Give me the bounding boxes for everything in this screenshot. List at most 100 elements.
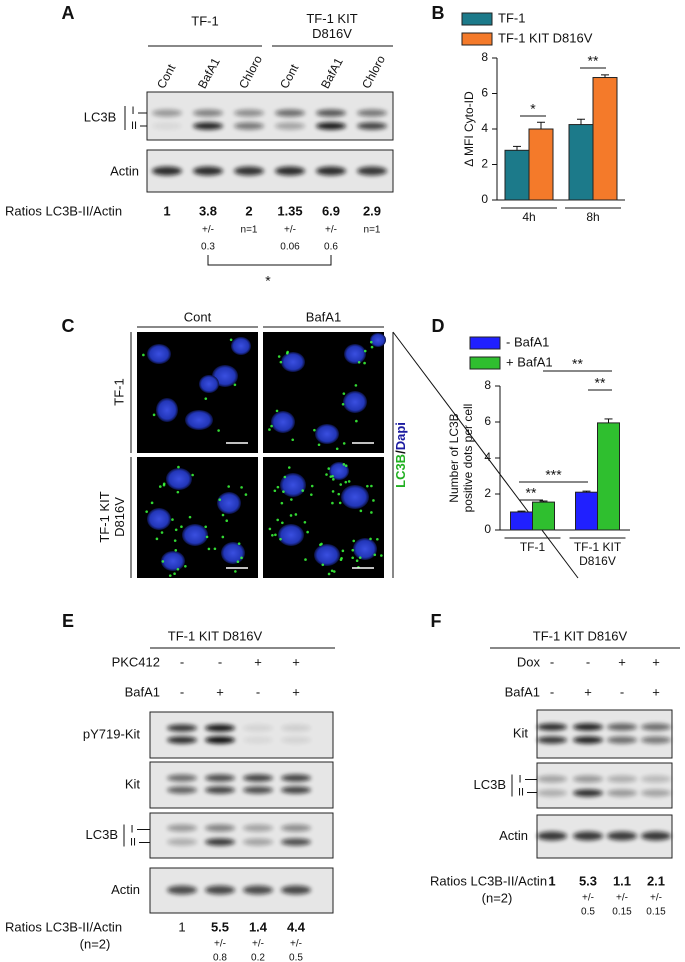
ratio-note: 0.15 bbox=[612, 907, 632, 918]
blot-band bbox=[316, 122, 346, 130]
significance: ** bbox=[572, 356, 583, 372]
significance: *** bbox=[545, 467, 562, 483]
blot-band bbox=[193, 166, 223, 176]
ratio-value: 1 bbox=[548, 873, 555, 888]
blot-band bbox=[243, 724, 273, 732]
lane-label: Chloro bbox=[236, 53, 265, 91]
lc3b-dot bbox=[310, 484, 314, 488]
stain-part: Dapi bbox=[393, 422, 408, 450]
blot-band bbox=[537, 831, 567, 841]
condition-sign: + bbox=[254, 654, 262, 669]
lc3b-dot bbox=[370, 511, 373, 514]
condition-sign: + bbox=[292, 684, 300, 699]
lc3b-dot bbox=[304, 558, 307, 561]
condition-sign: - bbox=[218, 654, 222, 669]
lc3b-dot bbox=[357, 361, 361, 364]
lc3b-dot bbox=[369, 537, 372, 541]
ratio-note: +/- bbox=[582, 893, 594, 904]
lc3b-dot bbox=[268, 527, 272, 531]
lc3b-dot bbox=[355, 559, 359, 563]
blot-label: Actin bbox=[111, 882, 140, 897]
column-label: Cont bbox=[184, 309, 212, 324]
blot-frame bbox=[146, 149, 394, 193]
y-axis-label: Number of LC3B positive dots per cell bbox=[447, 403, 475, 513]
lc3b-dot bbox=[347, 480, 351, 483]
lc3b-dot bbox=[229, 338, 233, 342]
blot-band bbox=[537, 775, 567, 783]
lc3b-dot bbox=[321, 563, 325, 567]
bar bbox=[592, 77, 618, 201]
lane-label: Cont bbox=[154, 61, 179, 91]
nucleus bbox=[217, 492, 241, 514]
blot-band bbox=[316, 166, 346, 176]
condition-sign: - bbox=[180, 684, 184, 699]
lc3b-dot bbox=[355, 419, 358, 423]
nucleus bbox=[343, 391, 367, 413]
lc3b-dot bbox=[287, 466, 291, 469]
lc3b-dot bbox=[218, 498, 222, 502]
blot-band bbox=[167, 774, 197, 782]
blot-band bbox=[641, 736, 671, 744]
lc3b-dot bbox=[341, 402, 345, 406]
lc3b-dot bbox=[351, 548, 355, 552]
lc3b-dot bbox=[340, 556, 343, 560]
lc3b-dot bbox=[306, 530, 309, 534]
lc3b-dot bbox=[237, 542, 241, 545]
lc3b-dot bbox=[372, 499, 375, 502]
lc3b-dot bbox=[160, 531, 164, 534]
blot-band bbox=[243, 736, 273, 744]
ratio-value: 1 bbox=[163, 203, 170, 218]
panel-letter: D bbox=[432, 316, 445, 336]
ratio-value: 1 bbox=[178, 919, 185, 934]
y-tick-label: 4 bbox=[484, 450, 491, 464]
nucleus bbox=[281, 352, 305, 372]
bar bbox=[528, 128, 554, 201]
lane-label: Chloro bbox=[359, 53, 388, 91]
blot-band bbox=[641, 775, 671, 783]
lc3b-dot bbox=[363, 361, 366, 365]
blot-band bbox=[193, 109, 223, 117]
bar bbox=[510, 511, 533, 531]
lc3b-dot bbox=[145, 510, 148, 513]
y-tick-label: 8 bbox=[484, 378, 491, 392]
nucleus bbox=[161, 551, 185, 571]
group-label: TF-1 bbox=[191, 13, 218, 28]
blot-band bbox=[275, 122, 305, 130]
blot-band bbox=[205, 724, 235, 732]
lc3b-dot bbox=[330, 569, 334, 573]
legend-label: TF-1 KIT D816V bbox=[498, 30, 593, 45]
lc3b-dot bbox=[152, 413, 156, 417]
ratio-value: 2 bbox=[245, 203, 252, 218]
lc3b-dot bbox=[291, 438, 295, 442]
lc3b-dot bbox=[331, 501, 334, 505]
lc3b-dot bbox=[373, 553, 377, 557]
ratio-label: Ratios LC3B-II/Actin bbox=[5, 203, 122, 218]
blot-band bbox=[152, 122, 182, 130]
y-axis-label: Δ MFI Cyto-ID bbox=[462, 91, 477, 167]
lc3b-dot bbox=[191, 473, 194, 477]
x-tick-label: 8h bbox=[586, 210, 600, 224]
ratio-value: 2.1 bbox=[647, 873, 665, 888]
ratio-note: 0.15 bbox=[646, 907, 666, 918]
significance-bracket bbox=[207, 255, 332, 266]
lc3b-dot bbox=[204, 525, 208, 529]
blot-band bbox=[167, 786, 197, 794]
blot-label: Actin bbox=[110, 163, 139, 178]
blot-band bbox=[167, 885, 197, 895]
ratio-note: +/- bbox=[214, 939, 226, 950]
lc3b-dot bbox=[286, 350, 289, 354]
condition-sign: + bbox=[584, 684, 592, 699]
ratio-n: (n=2) bbox=[80, 936, 111, 951]
lc3b-dot bbox=[240, 556, 243, 560]
lc3b-dot bbox=[342, 442, 346, 445]
ratio-note: +/- bbox=[290, 939, 302, 950]
bar bbox=[597, 422, 620, 531]
lc3b-dot bbox=[370, 345, 374, 349]
bar bbox=[575, 491, 598, 531]
legend-label: - BafA1 bbox=[506, 334, 549, 349]
significance: ** bbox=[595, 375, 606, 391]
lc3b-dot bbox=[332, 478, 335, 481]
lc3b-dot bbox=[289, 514, 293, 517]
ratio-value: 3.8 bbox=[199, 203, 217, 218]
